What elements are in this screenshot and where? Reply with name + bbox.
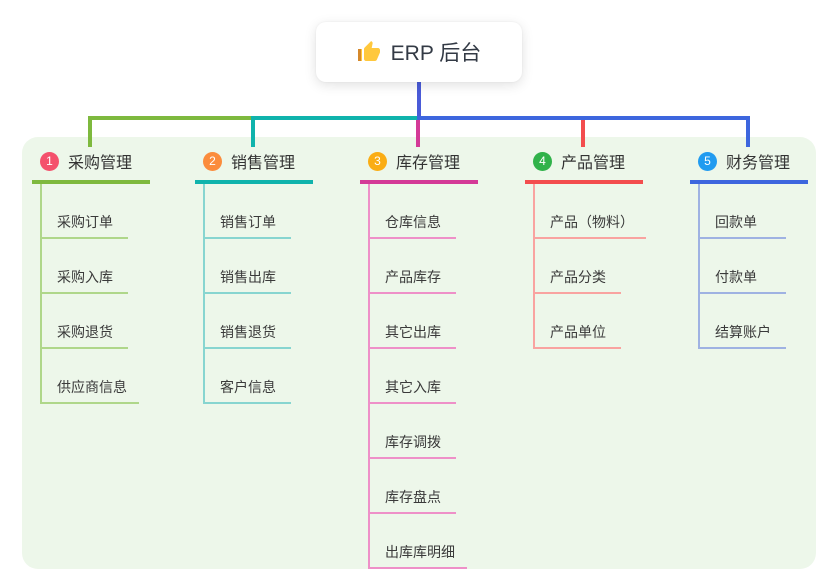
- branch-finance: 5 财务管理 回款单 付款单 结算账户: [690, 147, 808, 349]
- child-node[interactable]: 其它出库: [368, 294, 456, 349]
- branch-inventory: 3 库存管理 仓库信息 产品库存 其它出库 其它入库 库存调拨 库存盘点 出库库…: [360, 147, 478, 569]
- child-node[interactable]: 供应商信息: [40, 349, 139, 404]
- child-node[interactable]: 客户信息: [203, 349, 291, 404]
- branch-label: 库存管理: [396, 155, 461, 172]
- branch-label: 产品管理: [561, 155, 626, 172]
- branch-number-badge: 1: [40, 151, 59, 171]
- connector-inventory: [416, 120, 420, 147]
- child-node[interactable]: 采购退货: [40, 294, 128, 349]
- thumbs-up-icon: [357, 40, 381, 64]
- connector-bar-finance: [417, 116, 750, 120]
- branch-number-badge: 4: [533, 151, 552, 171]
- child-node[interactable]: 产品（物料）: [533, 184, 646, 239]
- child-node[interactable]: 库存盘点: [368, 459, 456, 514]
- child-node[interactable]: 销售订单: [203, 184, 291, 239]
- child-node[interactable]: 采购入库: [40, 239, 128, 294]
- branch-children: 销售订单 销售出库 销售退货 客户信息: [195, 184, 313, 404]
- branch-title-inventory[interactable]: 3 库存管理: [360, 147, 478, 184]
- branch-title-finance[interactable]: 5 财务管理: [690, 147, 808, 184]
- connector-bar-purchase: [88, 116, 255, 120]
- child-node[interactable]: 产品分类: [533, 239, 621, 294]
- branch-title-purchase[interactable]: 1 采购管理: [32, 147, 150, 184]
- branch-sales: 2 销售管理 销售订单 销售出库 销售退货 客户信息: [195, 147, 313, 404]
- branch-number-badge: 3: [368, 151, 387, 171]
- branch-children: 采购订单 采购入库 采购退货 供应商信息: [32, 184, 150, 404]
- branch-purchase: 1 采购管理 采购订单 采购入库 采购退货 供应商信息: [32, 147, 150, 404]
- child-node[interactable]: 销售出库: [203, 239, 291, 294]
- branch-number-badge: 5: [698, 151, 717, 171]
- child-node[interactable]: 其它入库: [368, 349, 456, 404]
- connector-product: [581, 120, 585, 147]
- child-node[interactable]: 销售退货: [203, 294, 291, 349]
- child-node[interactable]: 产品库存: [368, 239, 456, 294]
- branch-label: 销售管理: [231, 155, 296, 172]
- connector-purchase: [88, 116, 92, 147]
- child-node[interactable]: 付款单: [698, 239, 786, 294]
- branch-children: 产品（物料） 产品分类 产品单位: [525, 184, 646, 349]
- mindmap-background-panel: [22, 137, 816, 569]
- root-node[interactable]: ERP 后台: [316, 22, 522, 82]
- child-node[interactable]: 产品单位: [533, 294, 621, 349]
- child-node[interactable]: 库存调拨: [368, 404, 456, 459]
- branch-label: 财务管理: [726, 155, 791, 172]
- connector-bar-sales: [253, 116, 419, 120]
- connector-sales: [251, 116, 255, 147]
- branch-children: 仓库信息 产品库存 其它出库 其它入库 库存调拨 库存盘点 出库库明细: [360, 184, 478, 569]
- root-trunk-connector: [417, 82, 421, 118]
- child-node[interactable]: 采购订单: [40, 184, 128, 239]
- child-node[interactable]: 结算账户: [698, 294, 786, 349]
- branch-number-badge: 2: [203, 151, 222, 171]
- child-node[interactable]: 出库库明细: [368, 514, 467, 569]
- branch-title-product[interactable]: 4 产品管理: [525, 147, 643, 184]
- connector-finance: [746, 116, 750, 147]
- branch-title-sales[interactable]: 2 销售管理: [195, 147, 313, 184]
- child-node[interactable]: 仓库信息: [368, 184, 456, 239]
- branch-product: 4 产品管理 产品（物料） 产品分类 产品单位: [525, 147, 646, 349]
- branch-children: 回款单 付款单 结算账户: [690, 184, 808, 349]
- branch-label: 采购管理: [68, 155, 133, 172]
- root-label: ERP 后台: [390, 42, 482, 65]
- child-node[interactable]: 回款单: [698, 184, 786, 239]
